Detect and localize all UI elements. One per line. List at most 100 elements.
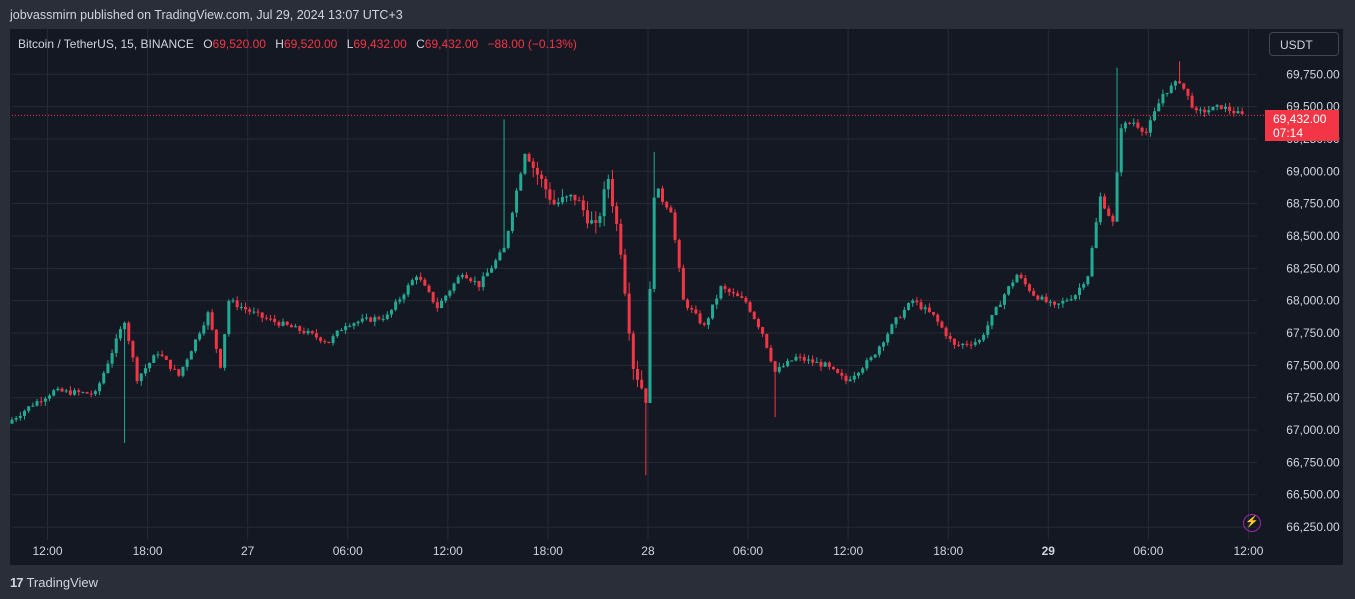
candle-body <box>882 342 886 347</box>
candle-body <box>1044 296 1048 303</box>
candle-body <box>231 300 235 302</box>
candle-body <box>656 188 660 198</box>
candle-body <box>193 339 197 352</box>
time-axis[interactable]: 12:00 18:00 27 06:00 12:00 18:00 28 06:00 12:00 1… <box>32 544 1263 558</box>
candle-body <box>419 276 423 280</box>
candle-body <box>994 306 998 315</box>
candle-body <box>811 359 815 363</box>
candle-body <box>719 286 723 299</box>
candle-body <box>748 302 752 312</box>
candle-body <box>60 388 64 392</box>
candle-body <box>273 318 277 323</box>
candle-body <box>52 390 56 396</box>
candle-body <box>852 375 856 380</box>
candle-body <box>1165 92 1169 94</box>
candle-body <box>736 293 740 297</box>
candle-body <box>661 188 665 203</box>
candle-body <box>1057 303 1061 305</box>
candle-body <box>982 334 986 341</box>
candle-body <box>394 301 398 310</box>
candle-body <box>465 275 469 279</box>
candle-body <box>235 300 239 308</box>
chart-pane[interactable]: 69,750.0069,500.0069,250.0069,000.0068,7… <box>9 28 1344 566</box>
candle-body <box>177 369 181 376</box>
candle-body <box>1132 122 1136 124</box>
candle-body <box>535 167 539 175</box>
candle-body <box>456 277 460 284</box>
candle-body <box>915 300 919 303</box>
candle-body <box>102 373 106 384</box>
candle-body <box>1069 299 1073 301</box>
candle-body <box>381 318 385 320</box>
candle-body <box>435 302 439 309</box>
candle-body <box>85 392 89 394</box>
candle-body <box>577 200 581 202</box>
x-tick-label: 29 <box>1042 544 1056 558</box>
candle-body <box>1098 196 1102 223</box>
candle-body <box>310 331 314 334</box>
candle-body <box>289 324 293 328</box>
candle-body <box>548 189 552 200</box>
candle-body <box>1182 83 1186 89</box>
candle-body <box>573 194 577 201</box>
publisher-text: jobvassmirn published on TradingView.com… <box>10 8 403 22</box>
candle-body <box>123 322 127 330</box>
candle-body <box>1153 111 1157 121</box>
open-label: O <box>203 37 213 51</box>
candle-body <box>198 333 202 340</box>
candle-body <box>531 161 535 168</box>
price-chart[interactable]: 69,750.0069,500.0069,250.0069,000.0068,7… <box>10 29 1343 565</box>
candle-body <box>894 317 898 325</box>
candle-body <box>148 362 152 369</box>
candle-body <box>761 327 765 334</box>
candle-body <box>698 313 702 324</box>
candle-body <box>615 206 619 224</box>
candle-body <box>27 406 31 411</box>
candle-body <box>43 398 47 402</box>
candle-body <box>1223 106 1227 109</box>
candle-body <box>844 375 848 382</box>
candle-body <box>510 212 514 232</box>
x-tick-label: 12:00 <box>433 544 463 558</box>
x-tick-label: 18:00 <box>133 544 163 558</box>
currency-button[interactable]: USDT <box>1269 32 1339 56</box>
candle-body <box>861 368 865 373</box>
candle-body <box>323 341 327 343</box>
candle-body <box>10 419 14 424</box>
candle-body <box>31 405 35 407</box>
candle-body <box>452 283 456 291</box>
symbol-label[interactable]: Bitcoin / TetherUS, 15, BINANCE <box>18 37 194 51</box>
candle-body <box>815 361 819 363</box>
candle-body <box>81 392 85 394</box>
candle-body <box>1082 284 1086 288</box>
lightning-icon[interactable]: ⚡ <box>1243 514 1261 532</box>
candle-body <box>385 314 389 319</box>
candle-body <box>1103 196 1107 209</box>
candle-body <box>1065 300 1069 302</box>
candle-body <box>590 220 594 224</box>
candle-body <box>848 379 852 382</box>
candle-body <box>331 336 335 344</box>
candle-body <box>902 309 906 318</box>
price-axis[interactable]: 69,750.0069,500.0069,250.0069,000.0068,7… <box>1286 67 1340 534</box>
candle-body <box>477 280 481 288</box>
candle-body <box>23 410 27 416</box>
candle-body <box>410 280 414 286</box>
candle-body <box>610 178 614 207</box>
candle-body <box>1144 131 1148 133</box>
candle-body <box>890 324 894 334</box>
candle-body <box>244 306 248 310</box>
candle-body <box>248 309 252 312</box>
y-tick-label: 66,250.00 <box>1286 520 1340 534</box>
candle-body <box>344 326 348 331</box>
candle-body <box>1073 295 1077 300</box>
candle-body <box>1161 93 1165 104</box>
y-tick-label: 68,250.00 <box>1286 261 1340 275</box>
candle-body <box>1027 284 1031 291</box>
candle-body <box>1040 296 1044 300</box>
candle-body <box>727 288 731 293</box>
candle-body <box>786 360 790 367</box>
candle-body <box>356 321 360 324</box>
candle-body <box>189 351 193 360</box>
candle-body <box>1203 109 1207 113</box>
